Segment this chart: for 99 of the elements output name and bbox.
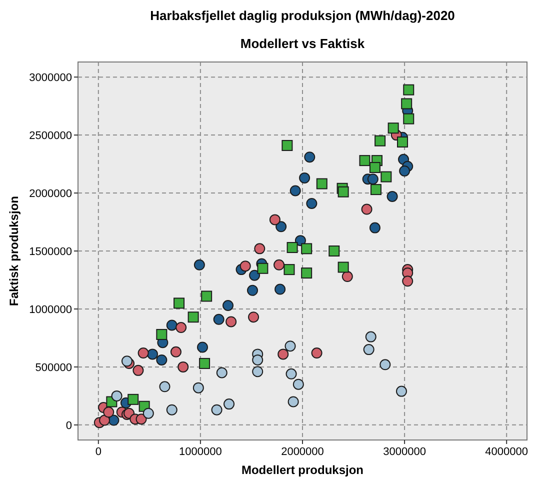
point bbox=[274, 259, 285, 270]
point bbox=[288, 396, 299, 408]
point bbox=[274, 284, 286, 295]
point bbox=[216, 367, 228, 378]
point bbox=[403, 113, 414, 124]
point bbox=[401, 98, 412, 110]
point bbox=[136, 414, 147, 425]
y-tick-label: 2500000 bbox=[29, 130, 72, 142]
point bbox=[338, 262, 349, 273]
point bbox=[111, 390, 122, 402]
point bbox=[403, 84, 414, 96]
point bbox=[249, 270, 260, 281]
point bbox=[257, 262, 268, 274]
point bbox=[166, 320, 178, 331]
point bbox=[213, 314, 224, 325]
point bbox=[201, 290, 212, 302]
x-tick-label: 3000000 bbox=[383, 446, 426, 458]
point bbox=[367, 174, 378, 185]
point bbox=[226, 316, 237, 328]
point bbox=[301, 243, 312, 254]
point bbox=[194, 259, 205, 270]
y-axis-title: Faktisk produksjon bbox=[7, 196, 21, 306]
point bbox=[338, 186, 349, 198]
point bbox=[146, 348, 158, 360]
point bbox=[240, 260, 251, 272]
point bbox=[138, 348, 149, 359]
point bbox=[174, 298, 185, 309]
point bbox=[374, 135, 386, 146]
point bbox=[247, 284, 258, 296]
point bbox=[224, 398, 235, 410]
point bbox=[156, 354, 168, 366]
point bbox=[252, 366, 264, 378]
point bbox=[292, 378, 304, 390]
point bbox=[278, 348, 289, 360]
point bbox=[342, 271, 353, 282]
point bbox=[142, 408, 154, 419]
point bbox=[359, 155, 370, 166]
point bbox=[380, 171, 392, 182]
point bbox=[399, 165, 410, 176]
point bbox=[99, 414, 110, 426]
point bbox=[254, 243, 266, 254]
point bbox=[380, 359, 391, 370]
point bbox=[386, 191, 398, 202]
y-tick-label: 1000000 bbox=[29, 304, 72, 316]
point bbox=[248, 312, 260, 323]
chart-subtitle: Modellert vs Faktisk bbox=[240, 36, 366, 51]
point bbox=[103, 406, 114, 418]
point bbox=[328, 246, 340, 256]
point bbox=[252, 354, 264, 366]
point bbox=[159, 381, 170, 392]
point bbox=[361, 204, 372, 215]
y-tick-label: 0 bbox=[66, 420, 72, 432]
x-tick-label: 4000000 bbox=[485, 446, 528, 458]
x-tick-label: 1000000 bbox=[179, 446, 222, 458]
point bbox=[276, 221, 287, 232]
point bbox=[311, 348, 322, 359]
point bbox=[397, 136, 408, 148]
point bbox=[199, 358, 210, 369]
point bbox=[178, 361, 189, 372]
point bbox=[396, 386, 407, 397]
point bbox=[365, 331, 376, 342]
point bbox=[196, 342, 208, 353]
point bbox=[370, 184, 382, 196]
point bbox=[156, 328, 168, 340]
point bbox=[369, 222, 380, 234]
point bbox=[284, 264, 295, 276]
point bbox=[128, 394, 139, 405]
point bbox=[176, 322, 187, 334]
x-tick-label: 0 bbox=[95, 446, 102, 458]
point bbox=[388, 122, 399, 134]
point bbox=[121, 356, 132, 367]
point bbox=[290, 185, 301, 196]
point bbox=[369, 162, 380, 174]
point bbox=[402, 276, 414, 287]
point bbox=[363, 344, 374, 356]
point bbox=[301, 268, 312, 279]
point bbox=[132, 364, 144, 376]
point bbox=[286, 242, 298, 254]
point bbox=[286, 368, 297, 380]
y-tick-label: 500000 bbox=[35, 362, 72, 374]
point bbox=[170, 346, 182, 358]
point bbox=[166, 404, 178, 416]
point bbox=[269, 214, 280, 226]
x-tick-label: 2000000 bbox=[281, 446, 324, 458]
y-tick-label: 1500000 bbox=[29, 246, 72, 258]
point bbox=[222, 300, 234, 311]
point bbox=[211, 404, 222, 416]
point bbox=[306, 198, 318, 209]
x-axis-title: Modellert produksjon bbox=[241, 463, 364, 477]
point bbox=[304, 152, 316, 163]
point bbox=[299, 172, 310, 184]
y-tick-label: 3000000 bbox=[29, 72, 72, 84]
point bbox=[282, 140, 293, 151]
point bbox=[316, 178, 328, 190]
point bbox=[192, 382, 204, 394]
point bbox=[284, 340, 296, 352]
chart-title: Harbaksfjellet daglig produksjon (MWh/dag)-2020 bbox=[150, 8, 455, 23]
point bbox=[188, 312, 199, 323]
y-tick-label: 2000000 bbox=[29, 188, 72, 200]
